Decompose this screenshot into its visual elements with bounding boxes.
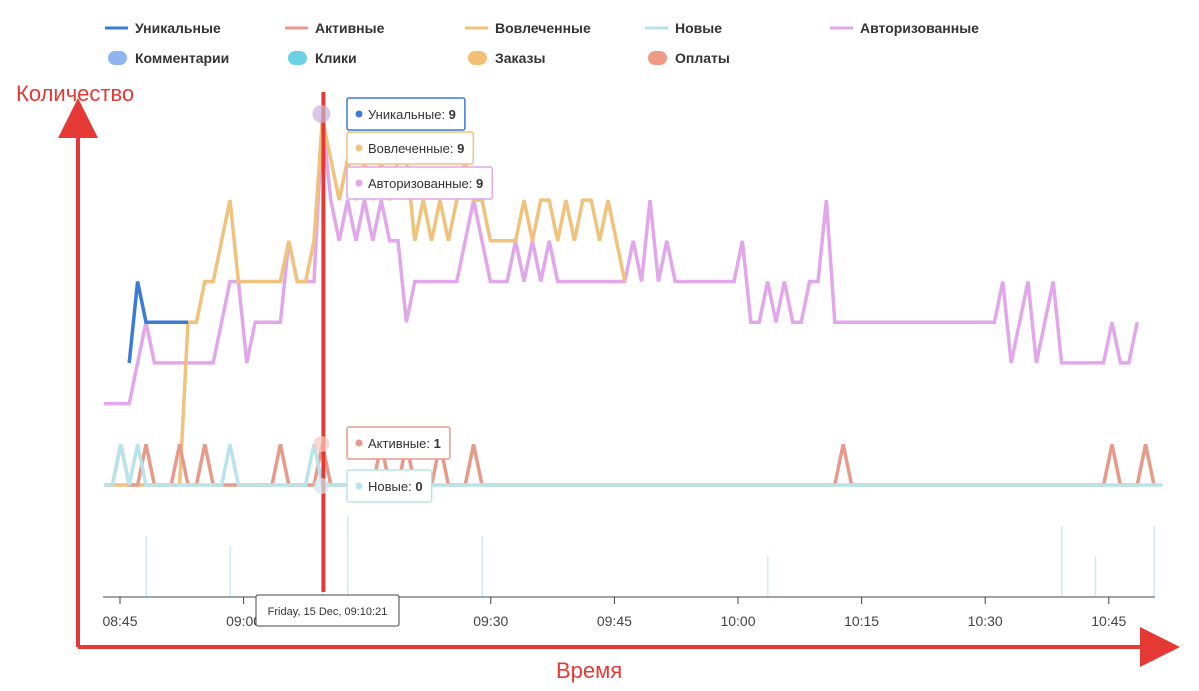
x-tick-label: 09:45 (597, 613, 632, 629)
hover-point (312, 105, 331, 123)
legend-blob-icon (108, 51, 127, 65)
series-line-новые (104, 443, 1163, 487)
tooltip-value: 9 (449, 107, 456, 122)
legend-label: Авторизованные (860, 20, 979, 36)
tooltip-dot-icon (355, 144, 363, 152)
tooltip-label: Новые (368, 479, 408, 494)
legend-item-авторизованные[interactable]: Авторизованные (830, 20, 979, 36)
series-line-активные (104, 443, 1156, 487)
tooltip-value: 9 (476, 176, 483, 191)
legend-label: Заказы (495, 50, 545, 66)
tooltip-новые: Новые: 0 (346, 469, 433, 503)
legend-label: Вовлеченные (495, 20, 591, 36)
tooltip-text: Авторизованные: 9 (368, 176, 483, 191)
x-tooltip-box (255, 594, 400, 627)
x-tooltip-text: Friday, 15 Dec, 09:10:21 (268, 606, 388, 618)
tooltip-label: Активные (368, 436, 426, 451)
legend-item-клики[interactable]: Клики (288, 50, 357, 66)
legend-item-уникальные[interactable]: Уникальные (105, 20, 221, 36)
x-tooltip: Friday, 15 Dec, 09:10:21 (255, 594, 400, 627)
cursor (312, 92, 331, 592)
tooltip-colon: : (408, 479, 415, 494)
legend-blob-icon (648, 51, 667, 65)
tooltip-box (346, 166, 494, 200)
x-tick-label: 08:45 (102, 613, 137, 629)
tooltip-box (346, 97, 466, 131)
legend-item-активные[interactable]: Активные (285, 20, 385, 36)
x-tick-label: 10:45 (1091, 613, 1126, 629)
tooltip-text: Новые: 0 (368, 479, 423, 494)
legend-label: Активные (315, 20, 385, 36)
tooltip-dot-icon (355, 439, 363, 447)
tooltip-colon: : (441, 107, 448, 122)
tooltip-box (346, 131, 475, 165)
tooltip-активные: Активные: 1 (346, 426, 451, 460)
bar-mark (1061, 526, 1063, 596)
bar-mark (767, 556, 769, 596)
x-annotation: Время (556, 658, 622, 683)
y-annotation: Количество (16, 81, 134, 106)
bar-mark (229, 546, 231, 596)
tooltip-label: Авторизованные (368, 176, 469, 191)
legend-item-оплаты[interactable]: Оплаты (648, 50, 730, 66)
tooltip-box (346, 426, 451, 460)
tooltip-value: 9 (457, 141, 464, 156)
tooltip-label: Уникальные (368, 107, 441, 122)
x-tick-label: 10:00 (720, 613, 755, 629)
bar-mark (347, 516, 349, 596)
tooltip-label: Вовлеченные (368, 141, 450, 156)
tooltip-colon: : (450, 141, 457, 156)
bar-mark (481, 536, 483, 596)
legend: Уникальные Активные Вовлеченные Новые Автори… (105, 20, 979, 66)
bar-mark (1094, 556, 1097, 596)
legend-label: Новые (675, 20, 722, 36)
tooltip-dot-icon (355, 482, 363, 490)
tooltip-dot-icon (355, 110, 363, 118)
legend-blob-icon (288, 51, 307, 65)
bar-mark (1153, 526, 1155, 596)
legend-item-вовлеченные[interactable]: Вовлеченные (465, 20, 591, 36)
tooltip-авторизованные: Авторизованные: 9 (346, 166, 494, 200)
tooltip-box (346, 469, 433, 503)
series-line-уникальные (127, 281, 188, 364)
legend-item-заказы[interactable]: Заказы (468, 50, 545, 66)
bar-mark (145, 536, 147, 596)
axis-annotations: Количество Время (16, 81, 1180, 683)
tooltip-уникальные: Уникальные: 9 (346, 97, 466, 131)
legend-label: Оплаты (675, 50, 730, 66)
legend-blob-icon (468, 51, 487, 65)
x-tick-label: 10:30 (968, 613, 1003, 629)
legend-item-комментарии[interactable]: Комментарии (108, 50, 229, 66)
tooltip-text: Уникальные: 9 (368, 107, 456, 122)
series-lines (104, 118, 1163, 487)
hover-point (313, 478, 330, 494)
x-tick-label: 10:15 (844, 613, 879, 629)
tooltip-colon: : (426, 436, 433, 451)
tooltip-colon: : (469, 176, 476, 191)
legend-label: Комментарии (135, 50, 229, 66)
x-tick-label: 09:00 (226, 613, 261, 629)
tooltip-text: Вовлеченные: 9 (368, 141, 464, 156)
x-tick-label: 09:30 (473, 613, 508, 629)
legend-item-новые[interactable]: Новые (645, 20, 722, 36)
legend-label: Уникальные (135, 20, 221, 36)
legend-label: Клики (315, 50, 357, 66)
tooltip-value: 1 (434, 436, 441, 451)
tooltip-вовлеченные: Вовлеченные: 9 (346, 131, 475, 165)
tooltip-dot-icon (355, 179, 363, 187)
bottom-bars (145, 516, 1155, 596)
x-axis: 08:4509:0009:1509:3009:4510:0010:1510:30… (102, 596, 1155, 629)
hover-point (313, 436, 330, 452)
tooltip-text: Активные: 1 (368, 436, 441, 451)
tooltip-value: 0 (415, 479, 422, 494)
